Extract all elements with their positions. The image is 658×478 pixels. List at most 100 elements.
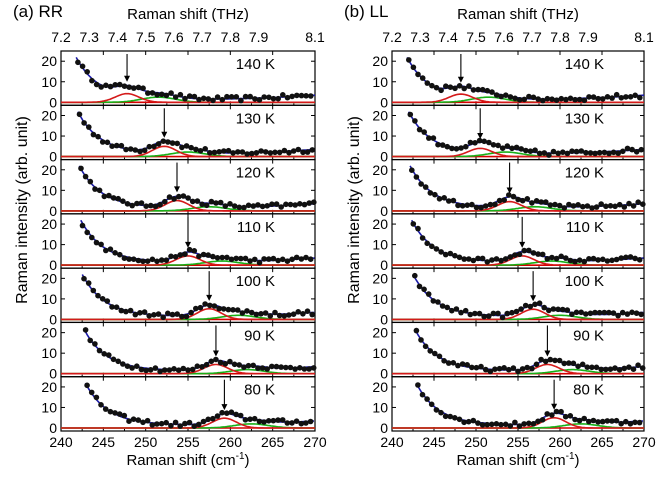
data-point bbox=[629, 309, 635, 316]
y-tick-label: 20 bbox=[41, 216, 57, 232]
data-point bbox=[564, 150, 571, 157]
data-point bbox=[638, 146, 645, 153]
temperature-label: 100 K bbox=[565, 273, 604, 290]
data-point bbox=[441, 358, 447, 364]
data-point bbox=[592, 150, 598, 157]
data-point bbox=[306, 366, 312, 372]
data-point bbox=[115, 195, 121, 202]
bottom-tick-label: 245 bbox=[422, 434, 446, 450]
data-point bbox=[160, 314, 166, 321]
data-point bbox=[498, 257, 504, 264]
peak-arrowhead bbox=[206, 294, 213, 301]
data-point bbox=[592, 309, 598, 316]
y-tick-label: 10 bbox=[41, 345, 57, 361]
y-tick-label: 20 bbox=[372, 325, 388, 341]
data-point bbox=[87, 178, 94, 185]
bottom-tick-label: 255 bbox=[176, 434, 200, 450]
data-point bbox=[235, 149, 241, 155]
data-point bbox=[583, 149, 589, 156]
data-point bbox=[180, 365, 187, 372]
data-point bbox=[152, 365, 159, 371]
data-point bbox=[189, 366, 196, 373]
data-point bbox=[270, 95, 277, 102]
data-point bbox=[311, 199, 317, 205]
data-point bbox=[95, 292, 101, 299]
data-point bbox=[444, 143, 451, 150]
data-point bbox=[242, 255, 249, 262]
data-point bbox=[207, 302, 213, 309]
y-tick-label: 20 bbox=[372, 162, 388, 178]
data-point bbox=[444, 304, 451, 311]
data-point bbox=[162, 198, 168, 205]
data-point bbox=[278, 204, 285, 210]
data-point bbox=[270, 417, 277, 424]
data-point bbox=[276, 312, 283, 319]
data-point bbox=[182, 251, 188, 257]
data-point bbox=[137, 148, 143, 155]
data-point bbox=[561, 360, 567, 367]
data-point bbox=[576, 417, 583, 424]
data-point bbox=[613, 256, 620, 263]
data-point bbox=[250, 362, 256, 369]
data-point bbox=[447, 250, 454, 257]
data-point bbox=[530, 94, 537, 101]
data-point bbox=[248, 309, 255, 316]
data-point bbox=[92, 341, 98, 347]
data-point bbox=[290, 311, 297, 318]
data-point bbox=[507, 94, 514, 100]
data-point bbox=[101, 193, 108, 200]
data-point bbox=[430, 135, 437, 141]
data-point bbox=[515, 368, 521, 375]
y-tick-label: 0 bbox=[49, 203, 57, 219]
data-point bbox=[636, 419, 643, 426]
fit-peak1-curve bbox=[392, 147, 644, 158]
data-point bbox=[549, 412, 555, 418]
data-point bbox=[473, 204, 480, 211]
data-point bbox=[106, 352, 112, 358]
data-point bbox=[603, 203, 609, 210]
data-point bbox=[179, 313, 185, 320]
data-point bbox=[549, 96, 555, 102]
data-point bbox=[253, 150, 260, 156]
data-point bbox=[210, 97, 216, 104]
data-point bbox=[527, 148, 534, 154]
data-point bbox=[447, 413, 454, 420]
data-point bbox=[558, 253, 564, 260]
data-point bbox=[224, 254, 230, 261]
data-point bbox=[536, 150, 543, 157]
data-point bbox=[569, 311, 575, 318]
data-point bbox=[158, 420, 165, 427]
data-point bbox=[529, 200, 535, 206]
data-point bbox=[126, 256, 132, 262]
data-point bbox=[412, 118, 418, 124]
data-point bbox=[110, 195, 117, 201]
data-point bbox=[615, 312, 621, 319]
data-point bbox=[280, 92, 286, 98]
data-point bbox=[613, 417, 620, 424]
data-point bbox=[409, 167, 415, 173]
data-point bbox=[407, 111, 414, 118]
data-point bbox=[287, 364, 294, 371]
peak-arrowhead bbox=[124, 75, 131, 82]
top-tick-label: 7.9 bbox=[578, 29, 598, 45]
data-point bbox=[552, 201, 558, 208]
temperature-label: 120 K bbox=[236, 165, 275, 182]
data-point bbox=[247, 416, 253, 423]
data-point bbox=[127, 307, 134, 314]
data-point bbox=[441, 195, 448, 201]
data-point bbox=[283, 201, 289, 208]
data-point bbox=[467, 311, 474, 318]
temperature-label: 140 K bbox=[236, 56, 275, 73]
data-point bbox=[636, 257, 643, 263]
data-point bbox=[230, 307, 236, 313]
data-point bbox=[595, 257, 601, 263]
data-point bbox=[452, 252, 458, 259]
data-point bbox=[172, 94, 179, 100]
data-point bbox=[632, 92, 638, 99]
data-point bbox=[630, 366, 637, 373]
data-point bbox=[155, 311, 162, 317]
y-tick-label: 10 bbox=[372, 345, 388, 361]
top-tick-label: 8.1 bbox=[305, 29, 325, 45]
data-point bbox=[615, 150, 621, 156]
data-point bbox=[135, 84, 142, 91]
